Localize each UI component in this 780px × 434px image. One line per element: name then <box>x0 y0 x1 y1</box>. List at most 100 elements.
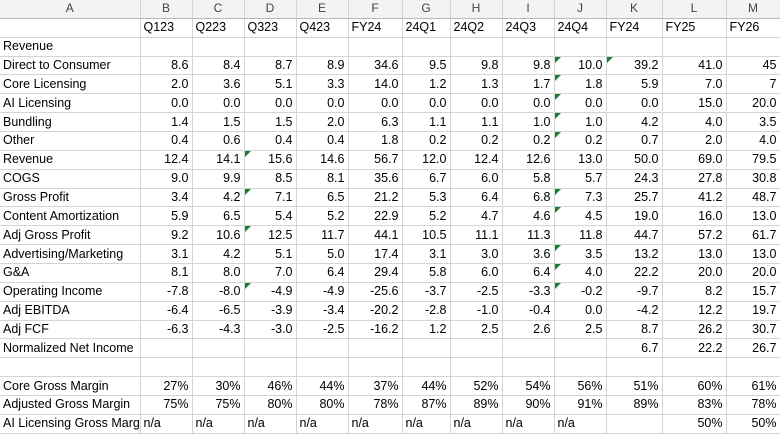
value-cell[interactable]: 5.1 <box>244 74 297 95</box>
value-cell[interactable] <box>502 357 555 378</box>
value-cell[interactable]: 1.4 <box>140 112 193 133</box>
value-cell[interactable] <box>296 37 349 57</box>
value-cell[interactable]: 0.2 <box>554 131 607 151</box>
value-cell[interactable]: 9.2 <box>140 225 193 246</box>
value-cell[interactable]: 12.5 <box>244 225 297 246</box>
value-cell[interactable]: 29.4 <box>348 263 403 283</box>
value-cell[interactable]: 8.1 <box>296 169 349 189</box>
value-cell[interactable]: 78% <box>348 395 403 415</box>
value-cell[interactable]: 9.9 <box>192 169 245 189</box>
row-label-cell[interactable] <box>0 357 141 378</box>
value-cell[interactable] <box>296 338 349 359</box>
value-cell[interactable]: 3.3 <box>296 74 349 95</box>
value-cell[interactable]: n/a <box>348 414 403 434</box>
value-cell[interactable] <box>502 338 555 359</box>
value-cell[interactable]: 25.7 <box>606 188 663 208</box>
column-header-e[interactable]: E <box>296 0 349 19</box>
value-cell[interactable]: -3.0 <box>244 320 297 340</box>
value-cell[interactable]: 10.5 <box>402 225 451 246</box>
column-header-m[interactable]: M <box>726 0 780 19</box>
value-cell[interactable]: 11.1 <box>450 225 503 246</box>
value-cell[interactable]: 5.9 <box>606 74 663 95</box>
value-cell[interactable] <box>554 37 607 57</box>
period-header-cell[interactable]: FY26 <box>726 18 780 38</box>
value-cell[interactable]: -2.5 <box>296 320 349 340</box>
value-cell[interactable]: 12.0 <box>402 150 451 170</box>
row-label-cell[interactable]: Direct to Consumer <box>0 56 141 76</box>
value-cell[interactable]: 79.5 <box>726 150 780 170</box>
value-cell[interactable]: -25.6 <box>348 282 403 302</box>
row-label-cell[interactable]: Gross Profit <box>0 188 141 208</box>
value-cell[interactable]: n/a <box>502 414 555 434</box>
value-cell[interactable] <box>554 357 607 378</box>
value-cell[interactable]: 90% <box>502 395 555 415</box>
value-cell[interactable]: 1.2 <box>402 320 451 340</box>
value-cell[interactable]: 0.4 <box>296 131 349 151</box>
value-cell[interactable]: 4.2 <box>606 112 663 133</box>
value-cell[interactable]: 44% <box>296 376 349 397</box>
column-header-a[interactable]: A <box>0 0 141 19</box>
row-label-cell[interactable]: COGS <box>0 169 141 189</box>
value-cell[interactable]: 8.4 <box>192 56 245 76</box>
value-cell[interactable]: 8.2 <box>662 282 727 302</box>
value-cell[interactable]: 61% <box>726 376 780 397</box>
value-cell[interactable]: 5.7 <box>554 169 607 189</box>
row-label-cell[interactable]: Adj EBITDA <box>0 301 141 321</box>
value-cell[interactable]: n/a <box>450 414 503 434</box>
column-header-j[interactable]: J <box>554 0 607 19</box>
period-header-cell[interactable]: 24Q3 <box>502 18 555 38</box>
value-cell[interactable]: 27% <box>140 376 193 397</box>
value-cell[interactable]: -3.4 <box>296 301 349 321</box>
value-cell[interactable]: -6.4 <box>140 301 193 321</box>
value-cell[interactable]: 75% <box>140 395 193 415</box>
value-cell[interactable]: 50% <box>726 414 780 434</box>
period-header-cell[interactable]: Q223 <box>192 18 245 38</box>
value-cell[interactable]: 39.2 <box>606 56 663 76</box>
value-cell[interactable]: -3.7 <box>402 282 451 302</box>
value-cell[interactable]: 6.5 <box>296 188 349 208</box>
value-cell[interactable]: 12.6 <box>502 150 555 170</box>
value-cell[interactable]: 20.0 <box>726 263 780 283</box>
value-cell[interactable]: 3.4 <box>140 188 193 208</box>
value-cell[interactable]: -6.5 <box>192 301 245 321</box>
value-cell[interactable]: 0.0 <box>554 301 607 321</box>
value-cell[interactable]: 13.0 <box>662 244 727 265</box>
value-cell[interactable]: 75% <box>192 395 245 415</box>
value-cell[interactable]: 5.4 <box>244 206 297 227</box>
value-cell[interactable]: 78% <box>726 395 780 415</box>
value-cell[interactable]: 3.1 <box>140 244 193 265</box>
value-cell[interactable] <box>450 338 503 359</box>
value-cell[interactable]: 3.5 <box>554 244 607 265</box>
value-cell[interactable] <box>348 37 403 57</box>
value-cell[interactable] <box>348 338 403 359</box>
value-cell[interactable]: 15.6 <box>244 150 297 170</box>
row-label-cell[interactable]: G&A <box>0 263 141 283</box>
column-header-b[interactable]: B <box>140 0 193 19</box>
value-cell[interactable]: 12.4 <box>450 150 503 170</box>
value-cell[interactable] <box>140 338 193 359</box>
value-cell[interactable]: 6.0 <box>450 169 503 189</box>
value-cell[interactable] <box>450 37 503 57</box>
value-cell[interactable]: 0.0 <box>140 93 193 114</box>
row-label-cell[interactable]: Revenue <box>0 150 141 170</box>
value-cell[interactable]: 1.3 <box>450 74 503 95</box>
row-label-cell[interactable]: Advertising/Marketing <box>0 244 141 265</box>
value-cell[interactable]: 80% <box>296 395 349 415</box>
value-cell[interactable]: 22.2 <box>662 338 727 359</box>
value-cell[interactable]: 1.5 <box>192 112 245 133</box>
column-header-d[interactable]: D <box>244 0 297 19</box>
value-cell[interactable] <box>726 357 780 378</box>
value-cell[interactable]: 3.1 <box>402 244 451 265</box>
value-cell[interactable]: 1.1 <box>450 112 503 133</box>
value-cell[interactable]: 9.8 <box>502 56 555 76</box>
value-cell[interactable]: 11.8 <box>554 225 607 246</box>
value-cell[interactable]: 11.7 <box>296 225 349 246</box>
value-cell[interactable]: -2.8 <box>402 301 451 321</box>
period-header-cell[interactable]: FY24 <box>348 18 403 38</box>
column-header-g[interactable]: G <box>402 0 451 19</box>
value-cell[interactable] <box>244 338 297 359</box>
value-cell[interactable]: 1.0 <box>554 112 607 133</box>
value-cell[interactable]: 8.9 <box>296 56 349 76</box>
value-cell[interactable]: 13.0 <box>554 150 607 170</box>
value-cell[interactable] <box>244 357 297 378</box>
